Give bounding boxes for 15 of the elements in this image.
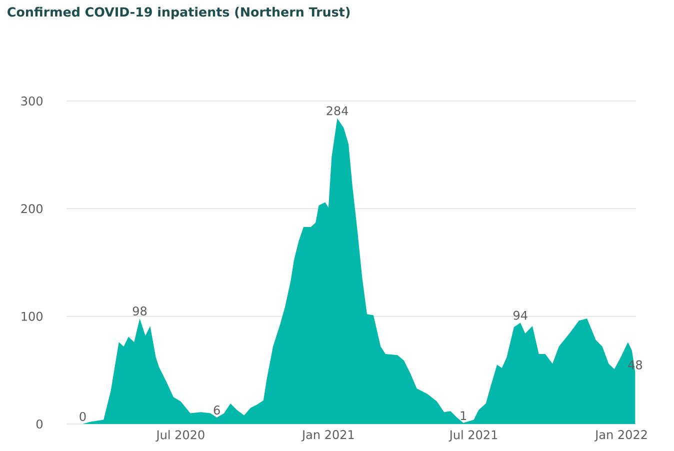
x-tick-label: Jan 2021 [301, 430, 354, 442]
data-label: 6 [214, 406, 220, 415]
data-label: 1 [460, 411, 466, 420]
data-label: 94 [513, 310, 528, 320]
data-label: 98 [132, 306, 147, 316]
y-tick-label: 0 [36, 419, 42, 429]
data-label: 0 [80, 412, 86, 422]
y-tick-label: 100 [22, 312, 42, 321]
x-tick-label: Jan 2022 [594, 430, 647, 442]
x-tick-label: Jul 2020 [156, 430, 204, 442]
chart-title: Confirmed COVID-19 inpatients (Northern Trust) [8, 6, 350, 20]
data-label: 284 [326, 106, 348, 116]
x-tick-label: Jul 2021 [448, 430, 498, 442]
y-tick-label: 300 [21, 96, 42, 106]
y-tick-label: 200 [21, 204, 42, 214]
